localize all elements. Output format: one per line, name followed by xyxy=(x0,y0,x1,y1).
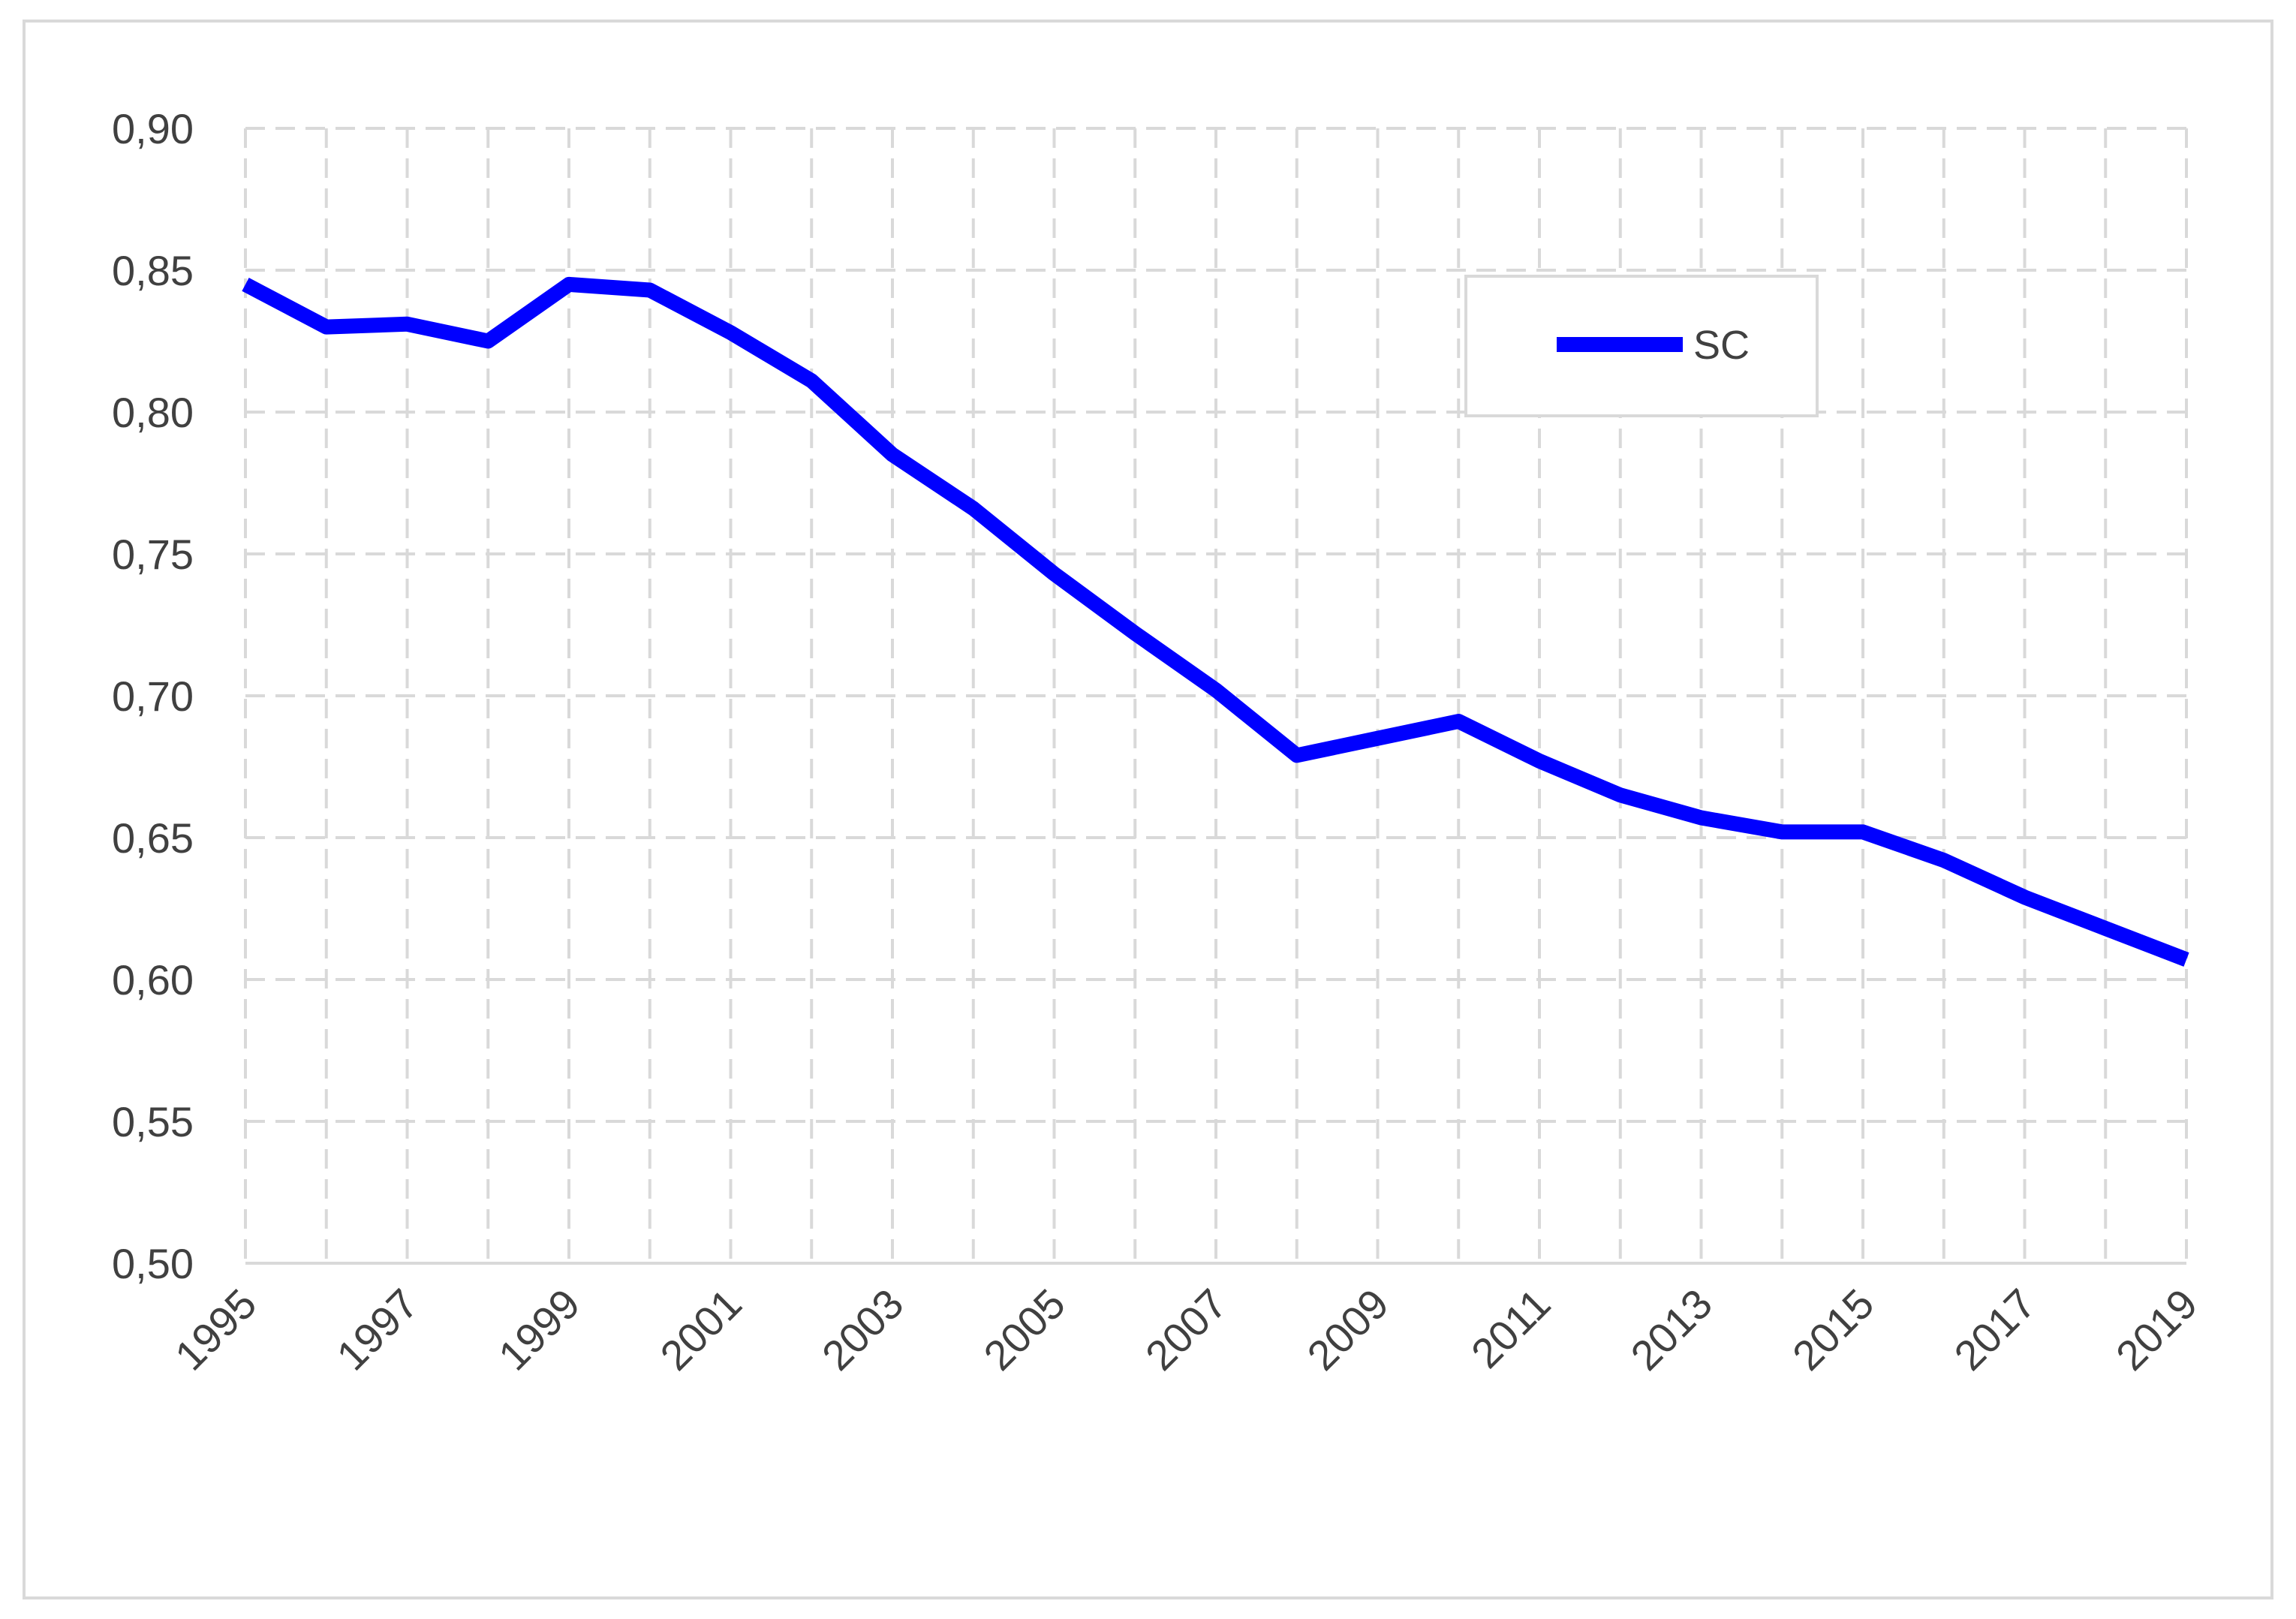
x-tick-label: 2007 xyxy=(1136,1280,1236,1380)
x-tick-label: 2003 xyxy=(813,1280,913,1380)
y-tick-label: 0,90 xyxy=(112,105,194,152)
legend: SC xyxy=(1464,275,1819,417)
x-tick-label: 2009 xyxy=(1298,1280,1398,1380)
chart-frame xyxy=(23,20,2273,1599)
y-tick-label: 0,50 xyxy=(112,1240,194,1287)
x-tick-label: 2011 xyxy=(1462,1280,1560,1377)
x-tick-label: 1995 xyxy=(166,1280,266,1380)
series-line-sc xyxy=(242,276,2189,967)
x-tick-label: 2005 xyxy=(974,1280,1074,1380)
y-tick-label: 0,65 xyxy=(112,814,194,862)
x-axis-tick-labels: 1995 1997 1999 2001 2003 2005 2007 2009 2011 2013… xyxy=(166,1280,2207,1380)
y-tick-label: 0,70 xyxy=(112,673,194,720)
y-axis-tick-labels: 0,50 0,55 0,60 0,65 0,70 0,75 0,80 0,85 0,90 xyxy=(112,105,194,1287)
x-tick-label: 2017 xyxy=(1945,1280,2045,1380)
x-tick-label: 1997 xyxy=(327,1280,427,1380)
y-tick-label: 0,55 xyxy=(112,1098,194,1145)
y-tick-label: 0,80 xyxy=(112,389,194,436)
legend-label-sc: SC xyxy=(1693,323,1750,368)
x-tick-label: 1999 xyxy=(489,1280,589,1380)
x-tick-label: 2013 xyxy=(1621,1280,1721,1380)
y-tick-label: 0,75 xyxy=(112,531,194,578)
series-lines xyxy=(242,276,2189,967)
x-tick-label: 2019 xyxy=(2107,1280,2207,1380)
y-tick-label: 0,60 xyxy=(112,956,194,1004)
x-tick-label: 2001 xyxy=(651,1280,751,1380)
y-tick-label: 0,85 xyxy=(112,247,194,294)
x-tick-label: 2015 xyxy=(1783,1280,1883,1380)
